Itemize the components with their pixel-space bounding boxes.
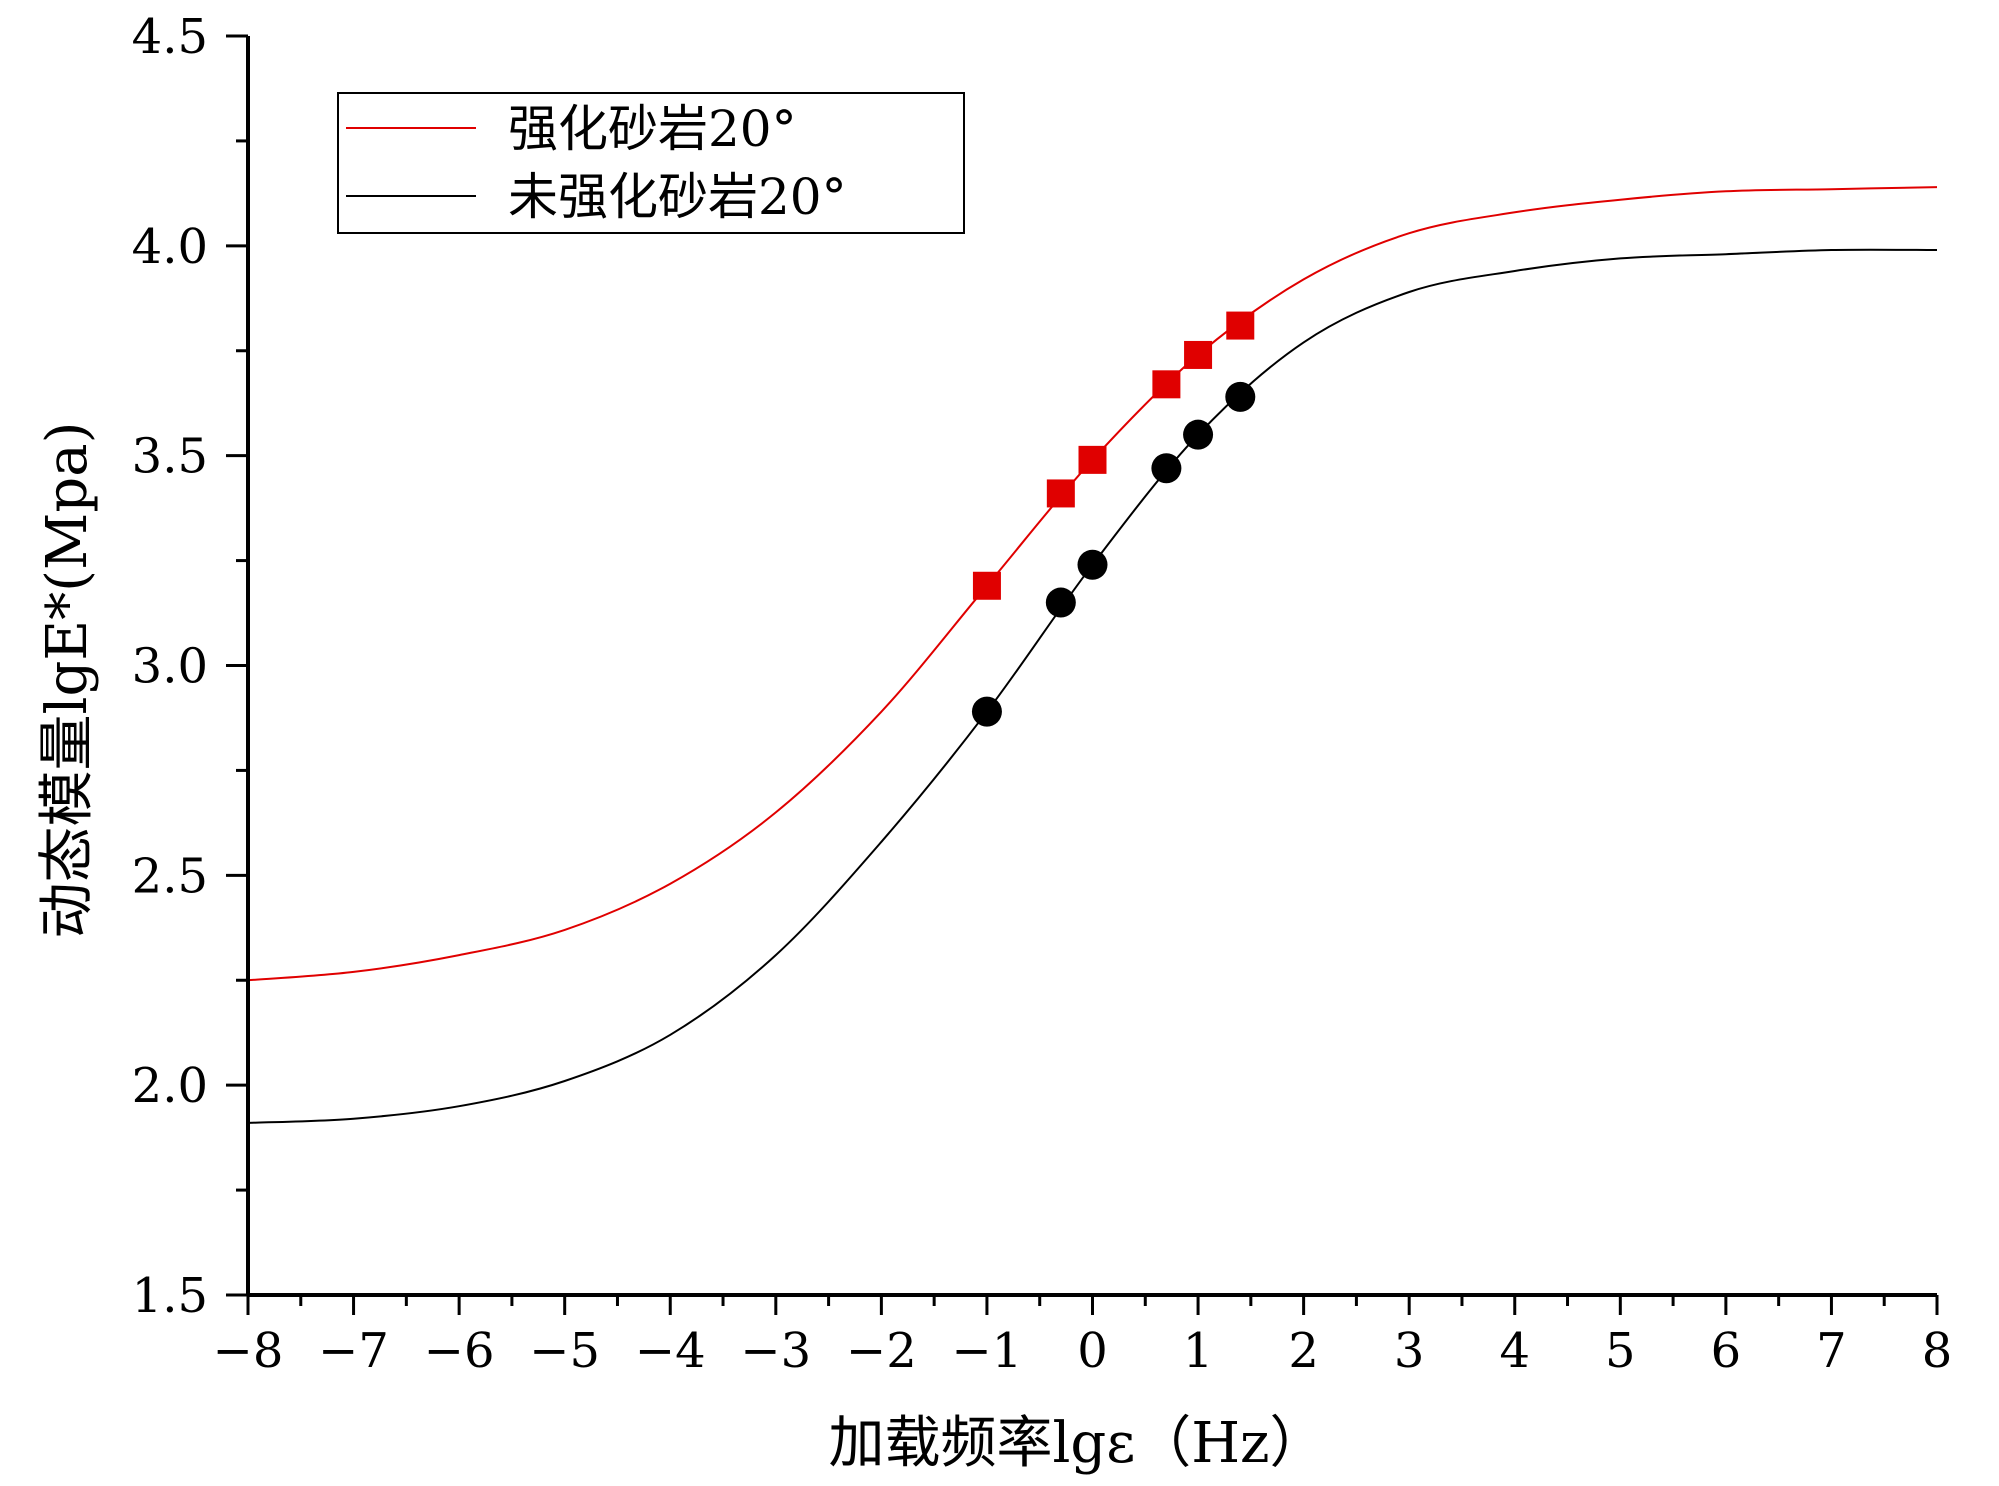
x-tick-label: 6 (1711, 1323, 1742, 1379)
y-axis-title: 动态模量lgE*(Mpa) (35, 422, 100, 939)
y-tick-label: 2.0 (132, 1058, 208, 1114)
data-point-circle (1183, 419, 1214, 450)
data-point-square (1046, 479, 1075, 508)
data-point-square (1152, 370, 1181, 399)
x-tick-label: −7 (318, 1323, 389, 1379)
legend: 强化砂岩20° 未强化砂岩20° (337, 92, 965, 234)
y-tick-label: 4.0 (132, 219, 208, 275)
x-tick-label: −3 (740, 1323, 811, 1379)
legend-label-1: 强化砂岩20° (508, 100, 797, 158)
data-point-square (1078, 445, 1107, 474)
y-tick-label: 3.5 (132, 429, 208, 485)
x-tick-label: −5 (529, 1323, 600, 1379)
x-tick-label: −2 (846, 1323, 917, 1379)
markers (971, 311, 1256, 727)
x-tick-label: −6 (424, 1323, 495, 1379)
x-tick-label: 5 (1605, 1323, 1636, 1379)
x-tick-label: 7 (1816, 1323, 1847, 1379)
x-tick-label: −4 (635, 1323, 706, 1379)
data-point-circle (1225, 381, 1256, 412)
x-tick-label: 1 (1183, 1323, 1214, 1379)
data-point-square (1184, 340, 1213, 369)
data-point-circle (1151, 453, 1182, 484)
legend-box (337, 92, 965, 234)
fit-curve-series-2 (247, 248, 1938, 1124)
data-point-circle (971, 696, 1002, 727)
fit-curve-series-1 (247, 186, 1938, 982)
x-tick-label: 3 (1394, 1323, 1425, 1379)
y-tick-label: 4.5 (132, 9, 208, 65)
data-point-square (972, 571, 1001, 600)
x-tick-label: 8 (1922, 1323, 1953, 1379)
y-tick-label: 1.5 (132, 1268, 208, 1324)
y-tick-label: 3.0 (132, 639, 208, 695)
x-tick-label: 0 (1077, 1323, 1108, 1379)
y-tick-label: 2.5 (132, 848, 208, 904)
fit-curves (247, 186, 1938, 1124)
x-tick-label: 4 (1499, 1323, 1530, 1379)
x-tick-label: −8 (213, 1323, 284, 1379)
x-tick-label: −1 (952, 1323, 1023, 1379)
data-point-square (1226, 311, 1255, 340)
axes: −8 −7 −6 −5 −4 −3 −2 −1 0 1 2 3 4 5 6 7 8 1.5 2.0 2.5 3.0 3.5… (132, 9, 1953, 1379)
data-point-circle (1077, 549, 1108, 580)
x-axis-title: 加载频率lgε（Hz） (828, 1411, 1325, 1476)
data-point-circle (1045, 587, 1076, 618)
legend-label-2: 未强化砂岩20° (508, 168, 847, 226)
x-tick-label: 2 (1288, 1323, 1319, 1379)
